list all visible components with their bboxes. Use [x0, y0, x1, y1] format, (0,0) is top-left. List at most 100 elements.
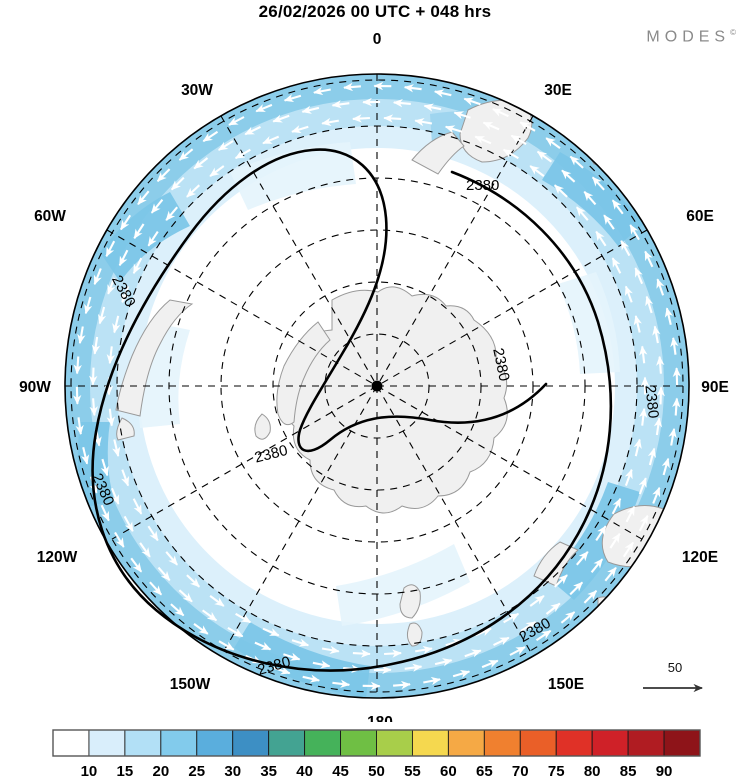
colorbar-tick-label: 25 [188, 763, 205, 780]
wind-arrow-icon [130, 557, 143, 573]
colorbar-cell [519, 729, 557, 757]
colorbar-cell [232, 729, 270, 757]
height-contour-2380 [91, 148, 613, 672]
wind-arrow-icon [132, 257, 143, 275]
wind-arrow-icon [575, 551, 589, 566]
wind-arrow-icon [656, 355, 665, 374]
wind-arrow-icon [77, 326, 86, 345]
wind-arrow-icon [393, 680, 411, 690]
wind-arrow-icon [474, 627, 492, 637]
colorbar-tick-label: 35 [260, 763, 277, 780]
wind-arrow-icon [89, 398, 98, 417]
wind-arrow-icon [434, 658, 453, 667]
colorbar-tick-label: 20 [152, 763, 169, 780]
colorbar-cell [340, 729, 377, 757]
wind-arrow-icon [638, 407, 648, 426]
wind-arrow-icon [639, 345, 648, 364]
vector-scale-label: 50 [668, 660, 682, 675]
wind-arrow-icon [670, 337, 679, 355]
wind-arrow-icon [255, 103, 273, 113]
wind-arrow-icon [625, 505, 636, 523]
wind-arrow-icon [423, 676, 441, 686]
wind-arrow-icon [452, 669, 471, 679]
wind-arrow-icon [415, 645, 433, 655]
page-title: 26/02/2026 00 UTC + 048 hrs [258, 2, 492, 21]
wind-arrow-icon [509, 646, 526, 656]
contour-label: 2380 [489, 347, 513, 383]
colorbar-outline [52, 729, 701, 757]
contour-label: 2380 [466, 177, 499, 194]
wind-arrow-icon [575, 206, 589, 221]
map-boundary [64, 73, 690, 699]
wind-arrow-icon [569, 155, 584, 169]
wind-arrow-icon [668, 427, 677, 446]
wind-arrow-icon [656, 386, 665, 405]
wind-arrow-icon [633, 315, 642, 333]
lon-label-30e: 30E [544, 82, 572, 99]
wind-arrow-icon [652, 325, 661, 344]
south-pole-marker [371, 380, 383, 392]
wind-arrow-icon [502, 148, 519, 160]
colorbar-cell [627, 729, 665, 757]
wind-arrow-icon [150, 199, 164, 214]
colorbar-tick-label: 60 [440, 763, 457, 780]
wind-arrow-icon [262, 627, 280, 637]
colorbar-cell [591, 729, 629, 757]
wind-arrow-icon [492, 108, 509, 118]
wind-arrow-icon [165, 551, 179, 566]
wind-arrow-icon [553, 184, 568, 198]
wind-arrow-icon [638, 477, 647, 495]
wind-arrow-icon [611, 199, 624, 215]
colorbar-svg: 10 15 20 25 30 35 40 45 50 55 60 65 70 75 80 85 90 [52, 729, 701, 780]
wind-arrow-icon [139, 542, 151, 558]
wind-arrow-icon [254, 641, 272, 651]
wind-arrow-icon [629, 224, 640, 241]
lon-label-30w: 30W [181, 82, 213, 99]
wind-arrow-icon [647, 447, 657, 466]
colorbar-tick-label: 30 [224, 763, 241, 780]
wind-arrow-icon [474, 135, 492, 145]
wind-arrow-icon [72, 386, 82, 405]
wind-arrow-icon [595, 525, 607, 541]
wind-arrow-icon [672, 397, 681, 416]
wind-arrow-icon [147, 525, 159, 542]
wind-arrow-icon [611, 497, 622, 515]
wind-arrow-icon [503, 612, 520, 624]
wind-arrow-icon [121, 286, 130, 304]
wind-arrow-icon [97, 306, 107, 325]
wind-arrow-icon [107, 277, 116, 295]
lon-label-150e: 150E [548, 676, 584, 693]
wind-arrow-icon [75, 417, 84, 435]
wind-arrow-icon [343, 82, 361, 92]
polar-map: 2380 2380 2380 2380 2380 2380 2380 2380 … [0, 22, 750, 722]
lon-label-90w: 90W [19, 379, 51, 396]
wind-arrow-icon [244, 125, 261, 136]
colorbar-tick-label: 75 [548, 763, 565, 780]
wind-arrow-icon [321, 645, 340, 655]
wind-arrow-icon [89, 367, 98, 386]
wind-arrow-icon [611, 257, 622, 274]
colorbar-cell [663, 729, 701, 757]
wind-arrow-icon [80, 447, 90, 465]
wind-arrow-icon [545, 602, 561, 615]
wind-arrow-icon [604, 566, 617, 582]
wind-arrow-icon [273, 666, 291, 675]
wind-arrow-icon [433, 89, 452, 98]
wind-arrow-icon [157, 566, 171, 581]
colorbar-cells [52, 729, 701, 757]
colorbar-tick-label: 15 [117, 763, 134, 780]
wind-arrow-icon [262, 135, 280, 145]
wind-arrow-icon [583, 191, 597, 206]
wind-arrow-icon [591, 176, 605, 191]
longitude-label-group: 0 30E 60E 90E 120E 150E 180 150W 120W 90… [19, 31, 729, 722]
wind-arrow-icon [664, 307, 674, 325]
wind-arrow-icon [404, 663, 423, 672]
wind-arrow-icon [217, 140, 234, 151]
wind-arrow-icon [165, 206, 179, 221]
wind-arrow-icon [321, 117, 339, 127]
colorbar-tick-label: 40 [296, 763, 313, 780]
wind-arrow-icon [553, 574, 568, 588]
lon-label-0: 0 [373, 31, 382, 48]
wind-arrow-icon [633, 438, 642, 457]
wind-arrow-icon [535, 629, 552, 642]
